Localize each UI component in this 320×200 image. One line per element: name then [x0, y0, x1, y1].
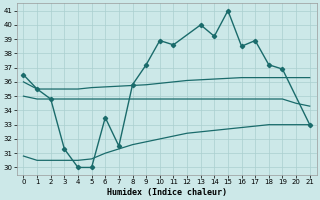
X-axis label: Humidex (Indice chaleur): Humidex (Indice chaleur) [107, 188, 227, 197]
